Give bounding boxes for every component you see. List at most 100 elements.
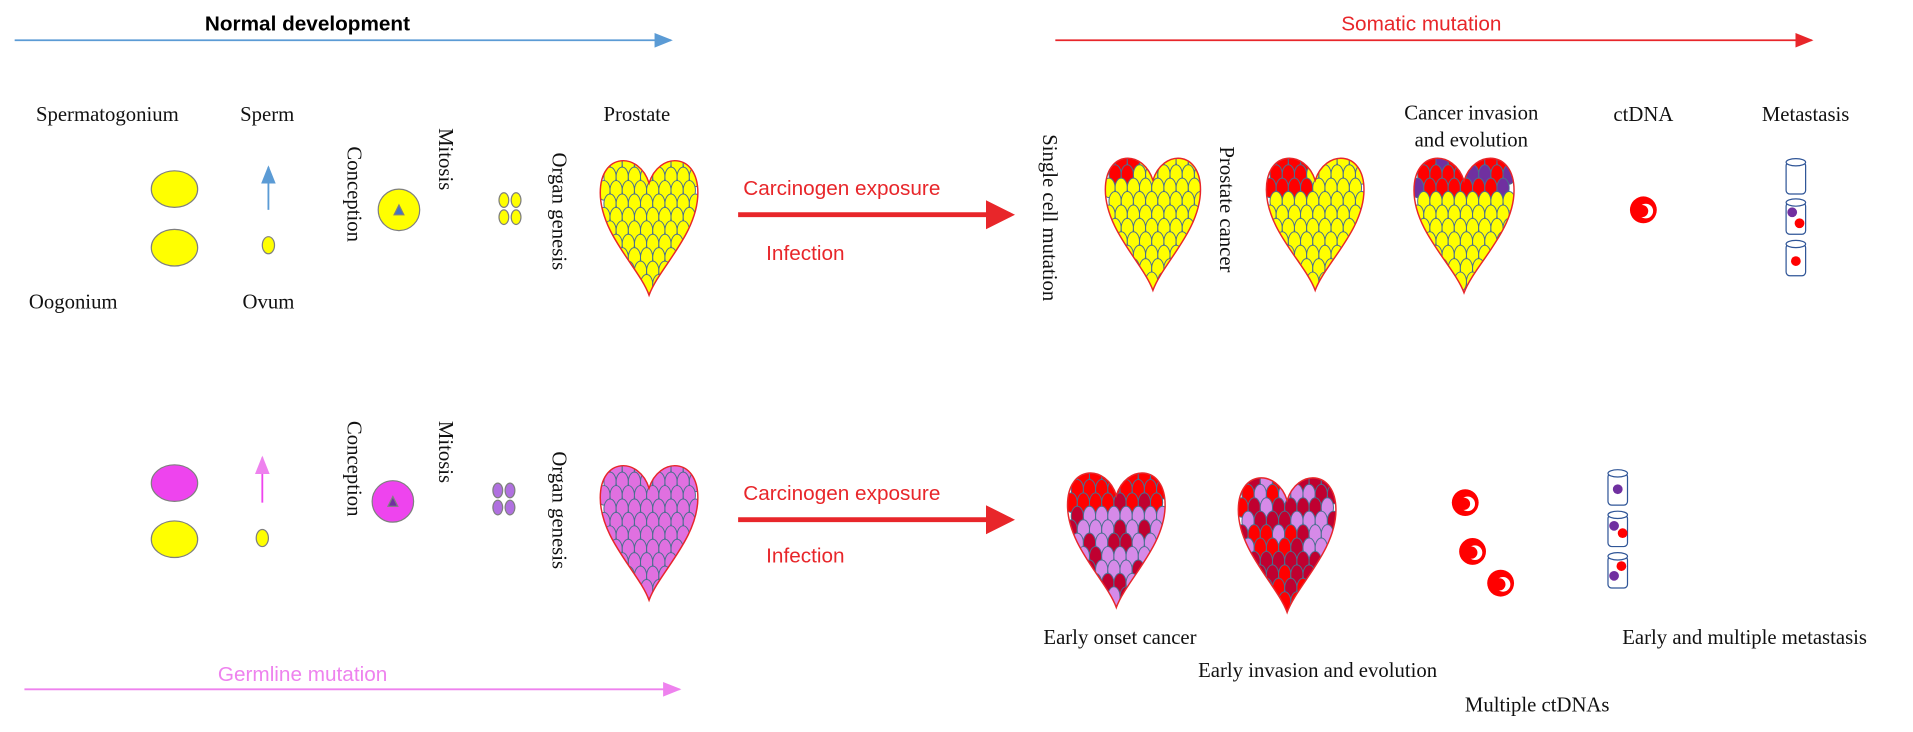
label: Infection	[766, 544, 844, 567]
cell	[1423, 258, 1437, 279]
cell	[688, 552, 698, 573]
cell	[609, 233, 623, 255]
label: Cancer invasion	[1404, 103, 1539, 125]
tumor-cell	[1787, 207, 1798, 218]
heart-outline	[1265, 157, 1365, 293]
cell	[1484, 258, 1498, 279]
header: Normal development	[205, 12, 410, 35]
cell	[1478, 271, 1492, 293]
heart	[1414, 158, 1515, 293]
cell	[1465, 271, 1480, 293]
cell	[1067, 572, 1078, 594]
cell	[1417, 271, 1431, 293]
cell	[1326, 591, 1336, 612]
header: Germline mutation	[218, 663, 387, 686]
label: Prostate	[603, 104, 670, 126]
cell	[1238, 577, 1249, 599]
cell	[682, 565, 696, 587]
heart-outline	[1237, 477, 1337, 615]
cell	[1137, 572, 1151, 594]
heart-outline	[599, 464, 699, 603]
cell	[255, 528, 270, 548]
cell	[1265, 591, 1280, 612]
cell	[1181, 244, 1195, 266]
cell	[1067, 546, 1078, 567]
cell	[1496, 258, 1510, 279]
cell	[676, 274, 690, 295]
label: Prostate cancer	[1215, 146, 1237, 272]
cell	[1187, 258, 1201, 279]
cell	[1082, 586, 1097, 607]
label: Early and multiple metastasis	[1622, 627, 1867, 649]
cell	[658, 565, 672, 587]
cell	[1247, 577, 1261, 599]
label: Early invasion and evolution	[1198, 660, 1438, 682]
label: Early onset cancer	[1043, 627, 1196, 649]
label: ctDNA	[1613, 104, 1673, 126]
cell	[1126, 258, 1140, 279]
cell	[1105, 231, 1116, 252]
vessel-top	[1785, 198, 1807, 207]
cell	[1241, 591, 1255, 612]
cell	[1076, 572, 1090, 594]
vessel-top	[1607, 469, 1629, 478]
cell	[621, 565, 635, 587]
label: Organ genesis	[548, 153, 570, 271]
cell	[600, 260, 611, 282]
cell	[609, 260, 623, 282]
label: Conception	[343, 421, 365, 517]
cell	[1088, 572, 1103, 594]
cell	[150, 228, 199, 267]
cell	[600, 233, 611, 255]
heart	[1105, 158, 1201, 291]
cell	[1417, 244, 1431, 266]
tumor-cell	[1794, 218, 1805, 229]
cell	[1181, 271, 1195, 291]
cell	[1169, 271, 1183, 291]
cell	[1108, 271, 1122, 291]
cell	[603, 552, 617, 573]
cell	[1423, 231, 1437, 252]
label: Mitosis	[434, 421, 456, 483]
cell	[676, 579, 690, 600]
cell	[1070, 586, 1084, 607]
cell	[1193, 217, 1201, 239]
cell	[1414, 258, 1425, 279]
cell	[603, 579, 617, 600]
heart	[600, 160, 698, 296]
vessel	[1785, 161, 1807, 195]
cell	[1490, 271, 1504, 293]
tumor-cell	[1612, 484, 1623, 495]
cell	[1149, 572, 1164, 594]
cells	[150, 170, 522, 559]
ctdna-core	[1465, 546, 1478, 559]
cell	[1132, 271, 1147, 291]
cell	[627, 579, 642, 600]
cell	[1193, 244, 1201, 266]
label: Ovum	[242, 292, 294, 314]
tumor-cell	[1790, 256, 1801, 266]
cell	[1157, 271, 1171, 291]
cell	[676, 552, 690, 573]
label: Single cell mutation	[1038, 134, 1060, 302]
cell	[1318, 271, 1332, 291]
cell	[1293, 271, 1308, 291]
label: Carcinogen exposure	[743, 482, 940, 505]
vessel-top	[1785, 157, 1807, 167]
cell	[1241, 564, 1255, 585]
cell	[1187, 231, 1201, 252]
vessel	[1785, 201, 1807, 235]
cell	[1320, 577, 1334, 599]
cell	[1076, 546, 1090, 567]
ctdna-core	[1636, 204, 1649, 218]
cell	[1193, 271, 1201, 291]
cell	[1114, 231, 1128, 252]
cell	[600, 565, 611, 587]
cell	[1302, 591, 1316, 612]
cell	[1253, 591, 1267, 612]
cell	[1266, 231, 1277, 252]
cell	[682, 260, 696, 282]
cell	[1259, 577, 1273, 599]
illustrations	[599, 157, 1807, 615]
